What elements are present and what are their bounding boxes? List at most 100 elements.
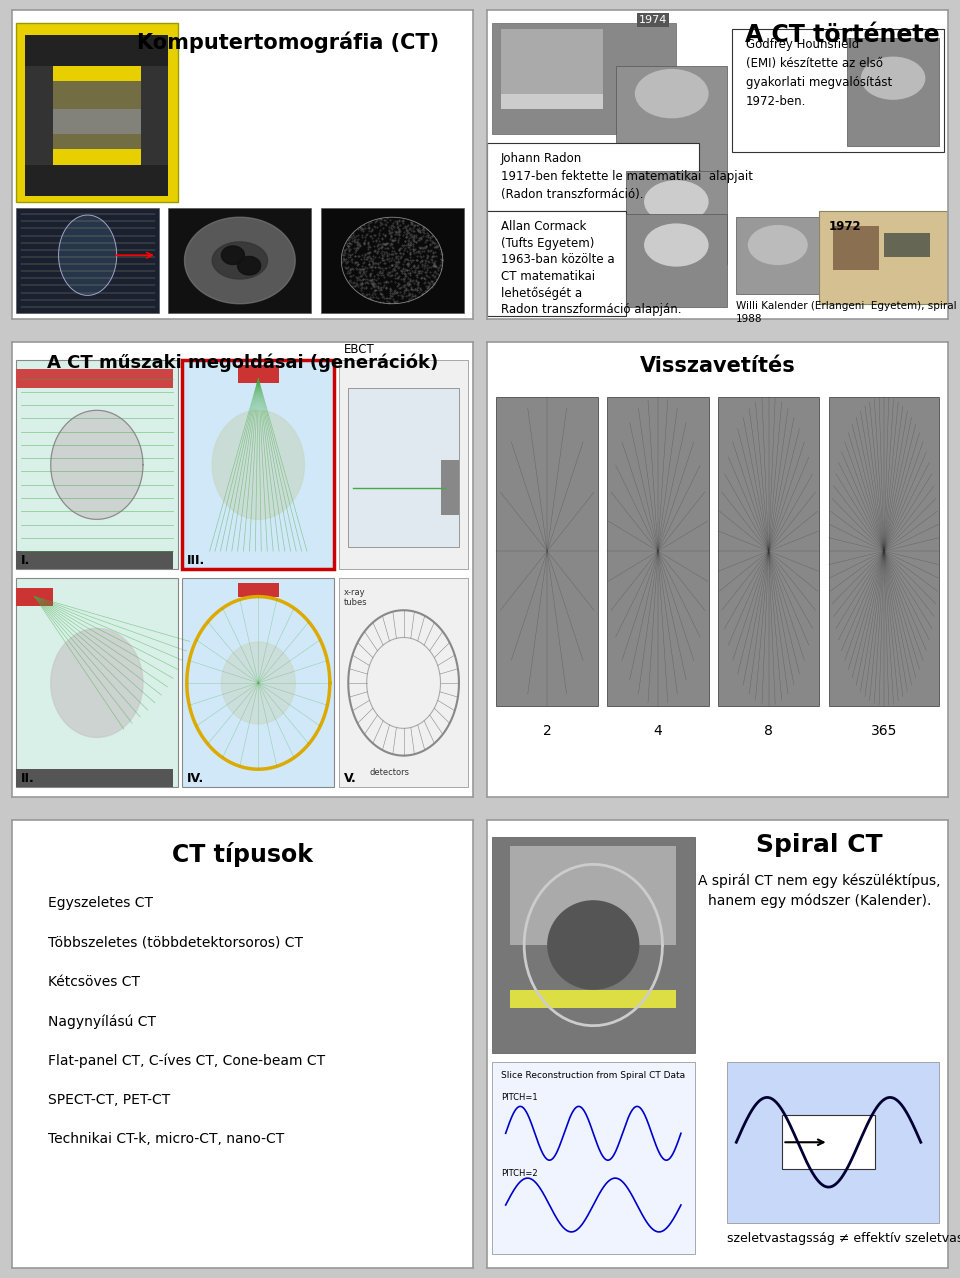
Point (358, 272, 373, 293)
Point (379, 277, 395, 298)
Point (400, 235, 416, 256)
Bar (782, 1116, 875, 1169)
Point (353, 273, 369, 294)
Point (393, 281, 408, 302)
Point (404, 285, 420, 305)
Point (417, 250, 432, 271)
Point (390, 268, 405, 289)
Point (383, 250, 398, 271)
Text: x-ray
tubes: x-ray tubes (344, 588, 368, 607)
Point (378, 243, 394, 263)
Point (412, 220, 427, 240)
Point (355, 253, 371, 273)
Point (425, 265, 441, 285)
Point (344, 225, 359, 245)
Point (362, 242, 377, 262)
Point (376, 210, 392, 230)
Point (370, 234, 385, 254)
Point (374, 213, 390, 234)
Point (391, 273, 406, 294)
Point (384, 221, 399, 242)
Point (376, 249, 392, 270)
Point (388, 252, 403, 272)
Point (380, 266, 396, 286)
Point (372, 230, 387, 250)
Point (414, 227, 429, 248)
Point (369, 231, 384, 252)
Point (383, 262, 398, 282)
Point (399, 240, 415, 261)
Point (348, 239, 364, 259)
Text: Allan Cormack
(Tufts Egyetem)
1963-ban közölte a
CT matematikai
lehetőségét a
Ra: Allan Cormack (Tufts Egyetem) 1963-ban k… (501, 220, 682, 316)
Point (412, 261, 427, 281)
Point (406, 235, 421, 256)
Point (373, 265, 389, 285)
Point (398, 266, 414, 286)
Point (372, 262, 387, 282)
Point (404, 284, 420, 304)
Point (385, 259, 400, 280)
Point (389, 291, 404, 312)
Point (401, 236, 417, 257)
Point (342, 245, 357, 266)
Point (383, 229, 398, 249)
Point (400, 253, 416, 273)
Text: PITCH=2: PITCH=2 (501, 1169, 538, 1178)
Point (335, 250, 350, 271)
Point (361, 236, 376, 257)
Point (423, 226, 439, 247)
Point (401, 285, 417, 305)
Point (338, 249, 353, 270)
Point (426, 253, 442, 273)
Point (414, 242, 429, 262)
Point (419, 225, 434, 245)
Point (427, 236, 443, 257)
Point (398, 216, 414, 236)
Bar (182, 360, 334, 569)
Point (362, 270, 377, 290)
Point (407, 215, 422, 235)
Point (398, 226, 414, 247)
Point (355, 270, 371, 290)
Point (359, 258, 374, 279)
Point (366, 272, 381, 293)
Point (413, 277, 428, 298)
Point (371, 272, 386, 293)
Point (356, 258, 372, 279)
Point (351, 259, 367, 280)
Point (424, 271, 440, 291)
Point (393, 248, 408, 268)
Point (361, 215, 376, 235)
FancyBboxPatch shape (487, 211, 626, 316)
Point (348, 252, 363, 272)
Point (374, 244, 390, 265)
Point (406, 221, 421, 242)
Point (420, 240, 436, 261)
Point (365, 230, 380, 250)
Text: 1972: 1972 (828, 220, 861, 234)
Point (340, 263, 355, 284)
Point (387, 224, 402, 244)
Point (426, 256, 442, 276)
Bar (16, 23, 178, 202)
Point (411, 261, 426, 281)
Point (362, 266, 377, 286)
Point (396, 268, 411, 289)
Point (385, 236, 400, 257)
Point (349, 256, 365, 276)
Point (367, 242, 382, 262)
Point (363, 270, 378, 290)
Point (379, 212, 395, 233)
Point (412, 221, 427, 242)
Point (337, 240, 352, 261)
Text: Flat-panel CT, C-íves CT, Cone-beam CT: Flat-panel CT, C-íves CT, Cone-beam CT (48, 1053, 325, 1068)
Point (354, 272, 370, 293)
Point (396, 211, 411, 231)
Point (406, 231, 421, 252)
Point (367, 276, 382, 296)
Point (372, 284, 388, 304)
Point (360, 284, 375, 304)
Point (356, 233, 372, 253)
Point (379, 291, 395, 312)
Point (406, 225, 421, 245)
